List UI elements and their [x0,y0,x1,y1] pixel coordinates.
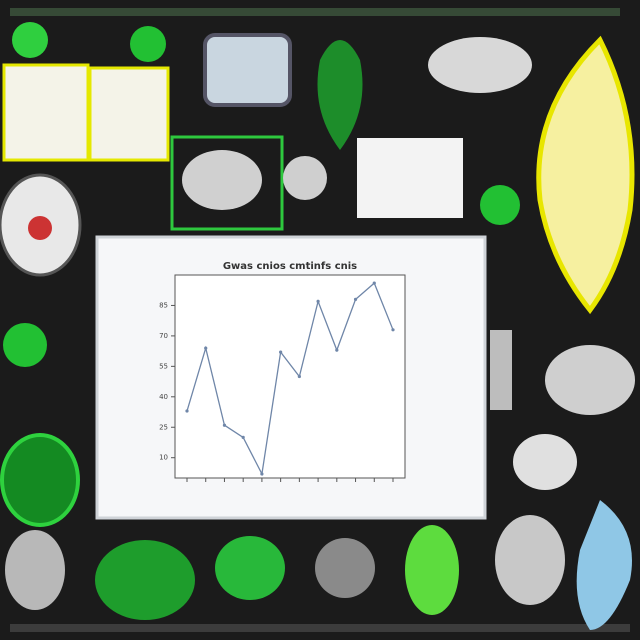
data-point [241,435,245,439]
data-point [353,297,358,301]
plot-area [174,274,406,479]
decorations [0,8,635,632]
y-tick-label: 70 [159,332,168,340]
y-tick-label: 25 [159,423,168,431]
data-line [186,282,394,477]
data-point [335,348,339,352]
y-tick-label: 10 [159,454,168,462]
data-point [316,299,320,303]
data-point [222,423,227,427]
data-point [260,472,264,476]
data-point [185,409,189,413]
y-tick-label: 55 [159,362,168,370]
y-tick-label: 40 [159,393,168,401]
chart-title: Gwas cnios cmtinfs cnis [223,261,357,272]
data-point [297,374,301,379]
data-point [204,346,208,350]
data-point [279,350,283,354]
data-point [372,281,376,285]
data-point [391,328,395,332]
y-tick-label: 85 [159,301,168,309]
